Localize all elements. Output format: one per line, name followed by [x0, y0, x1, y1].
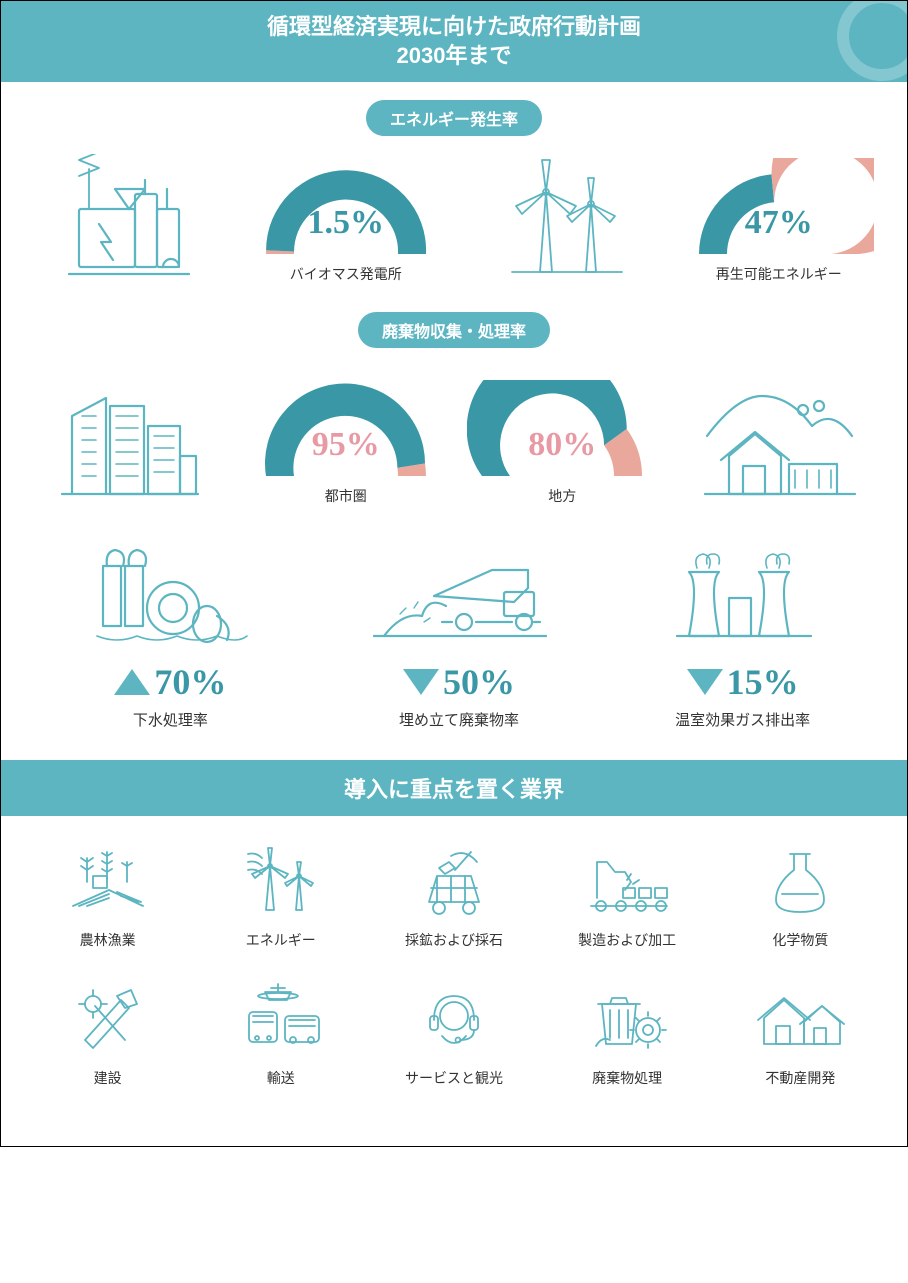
stat-wastewater-value: 70%	[154, 661, 226, 703]
stat-landfill-label: 埋め立て廃棄物率	[364, 709, 554, 730]
industry-energy: エネルギー	[194, 840, 367, 950]
construction-tools-icon	[63, 978, 153, 1058]
title-line1: 循環型経済実現に向けた政府行動計画	[267, 14, 641, 39]
stats-row: 70% 下水処理率 50% 埋め立て廃棄物率	[1, 516, 907, 760]
industry-transport: 輸送	[194, 978, 367, 1088]
urban-gauge-value: 95%	[251, 426, 441, 464]
industry-chemicals: 化学物質	[714, 840, 887, 950]
renewable-gauge-value: 47%	[684, 204, 874, 242]
stat-landfill: 50% 埋め立て廃棄物率	[364, 536, 554, 730]
industry-manufacturing: 製造および加工	[541, 840, 714, 950]
industry-agriculture: 農林漁業	[21, 840, 194, 950]
biomass-gauge-cell: 1.5% バイオマス発電所	[238, 158, 455, 284]
stat-emissions: 15% 温室効果ガス排出率	[663, 536, 823, 730]
cooling-towers-icon	[663, 536, 823, 656]
energy-section-label-wrap: エネルギー発生率	[1, 100, 907, 136]
industries-band: 導入に重点を置く業界	[1, 760, 907, 816]
stat-wastewater: 70% 下水処理率	[85, 536, 255, 730]
stat-emissions-value-row: 15%	[663, 661, 823, 703]
page: 循環型経済実現に向けた政府行動計画 2030年まで エネルギー発生率	[0, 0, 908, 1147]
triangle-down-icon	[687, 669, 723, 695]
header-banner: 循環型経済実現に向けた政府行動計画 2030年まで	[1, 1, 907, 82]
energy-section-label: エネルギー発生率	[366, 100, 542, 136]
stat-landfill-value: 50%	[443, 661, 515, 703]
energy-icon	[236, 840, 326, 920]
stat-wastewater-label: 下水処理率	[85, 709, 255, 730]
triangle-down-icon	[403, 669, 439, 695]
industries-grid: 農林漁業 エネルギー	[1, 816, 907, 1146]
renewable-gauge: 47%	[684, 158, 874, 258]
industry-construction: 建設	[21, 978, 194, 1088]
page-title: 循環型経済実現に向けた政府行動計画 2030年まで	[1, 13, 907, 70]
industry-energy-label: エネルギー	[194, 930, 367, 950]
industry-waste-label: 廃棄物処理	[541, 1068, 714, 1088]
urban-gauge-label: 都市圏	[238, 486, 455, 506]
energy-row: 1.5% バイオマス発電所 47%	[1, 144, 907, 294]
rural-gauge-value: 80%	[467, 426, 657, 464]
stat-emissions-value: 15%	[727, 661, 799, 703]
chemicals-flask-icon	[760, 840, 840, 920]
industry-manufacturing-label: 製造および加工	[541, 930, 714, 950]
city-buildings-icon	[54, 366, 204, 506]
renewable-gauge-label: 再生可能エネルギー	[671, 264, 888, 284]
city-cell	[21, 366, 238, 506]
biomass-gauge-value: 1.5%	[251, 204, 441, 242]
stat-wastewater-value-row: 70%	[85, 661, 255, 703]
industry-agriculture-label: 農林漁業	[21, 930, 194, 950]
wind-turbines-icon	[492, 154, 632, 284]
biomass-gauge-label: バイオマス発電所	[238, 264, 455, 284]
industry-tourism-label: サービスと観光	[367, 1068, 540, 1088]
stat-emissions-label: 温室効果ガス排出率	[663, 709, 823, 730]
industry-chemicals-label: 化学物質	[714, 930, 887, 950]
transport-icon	[231, 978, 331, 1058]
biomass-gauge: 1.5%	[251, 158, 441, 258]
rural-gauge: 80%	[467, 380, 657, 480]
waste-section-label: 廃棄物収集・処理率	[358, 312, 550, 348]
manufacturing-icon	[577, 840, 677, 920]
rural-gauge-label: 地方	[454, 486, 671, 506]
realestate-houses-icon	[750, 978, 850, 1058]
mining-icon	[409, 840, 499, 920]
rural-cell	[671, 366, 888, 506]
power-plant-cell	[21, 154, 238, 284]
industry-construction-label: 建設	[21, 1068, 194, 1088]
industry-mining: 採鉱および採石	[367, 840, 540, 950]
waste-row: 95% 都市圏 80% 地方	[1, 356, 907, 516]
industry-waste: 廃棄物処理	[541, 978, 714, 1088]
urban-gauge: 95%	[251, 380, 441, 480]
turbines-cell	[454, 154, 671, 284]
waste-bin-icon	[582, 978, 672, 1058]
industry-mining-label: 採鉱および採石	[367, 930, 540, 950]
industry-transport-label: 輸送	[194, 1068, 367, 1088]
urban-gauge-cell: 95% 都市圏	[238, 380, 455, 506]
industry-realestate: 不動産開発	[714, 978, 887, 1088]
agriculture-icon	[63, 840, 153, 920]
triangle-up-icon	[114, 669, 150, 695]
title-line2: 2030年まで	[397, 43, 512, 68]
rural-gauge-cell: 80% 地方	[454, 380, 671, 506]
renewable-gauge-cell: 47% 再生可能エネルギー	[671, 158, 888, 284]
tourism-headset-icon	[414, 978, 494, 1058]
waste-section-label-wrap: 廃棄物収集・処理率	[1, 312, 907, 348]
landfill-truck-icon	[364, 536, 554, 656]
power-plant-icon	[59, 154, 199, 284]
rural-house-icon	[699, 366, 859, 506]
stat-landfill-value-row: 50%	[364, 661, 554, 703]
wastewater-icon	[85, 536, 255, 656]
industry-realestate-label: 不動産開発	[714, 1068, 887, 1088]
industry-tourism: サービスと観光	[367, 978, 540, 1088]
